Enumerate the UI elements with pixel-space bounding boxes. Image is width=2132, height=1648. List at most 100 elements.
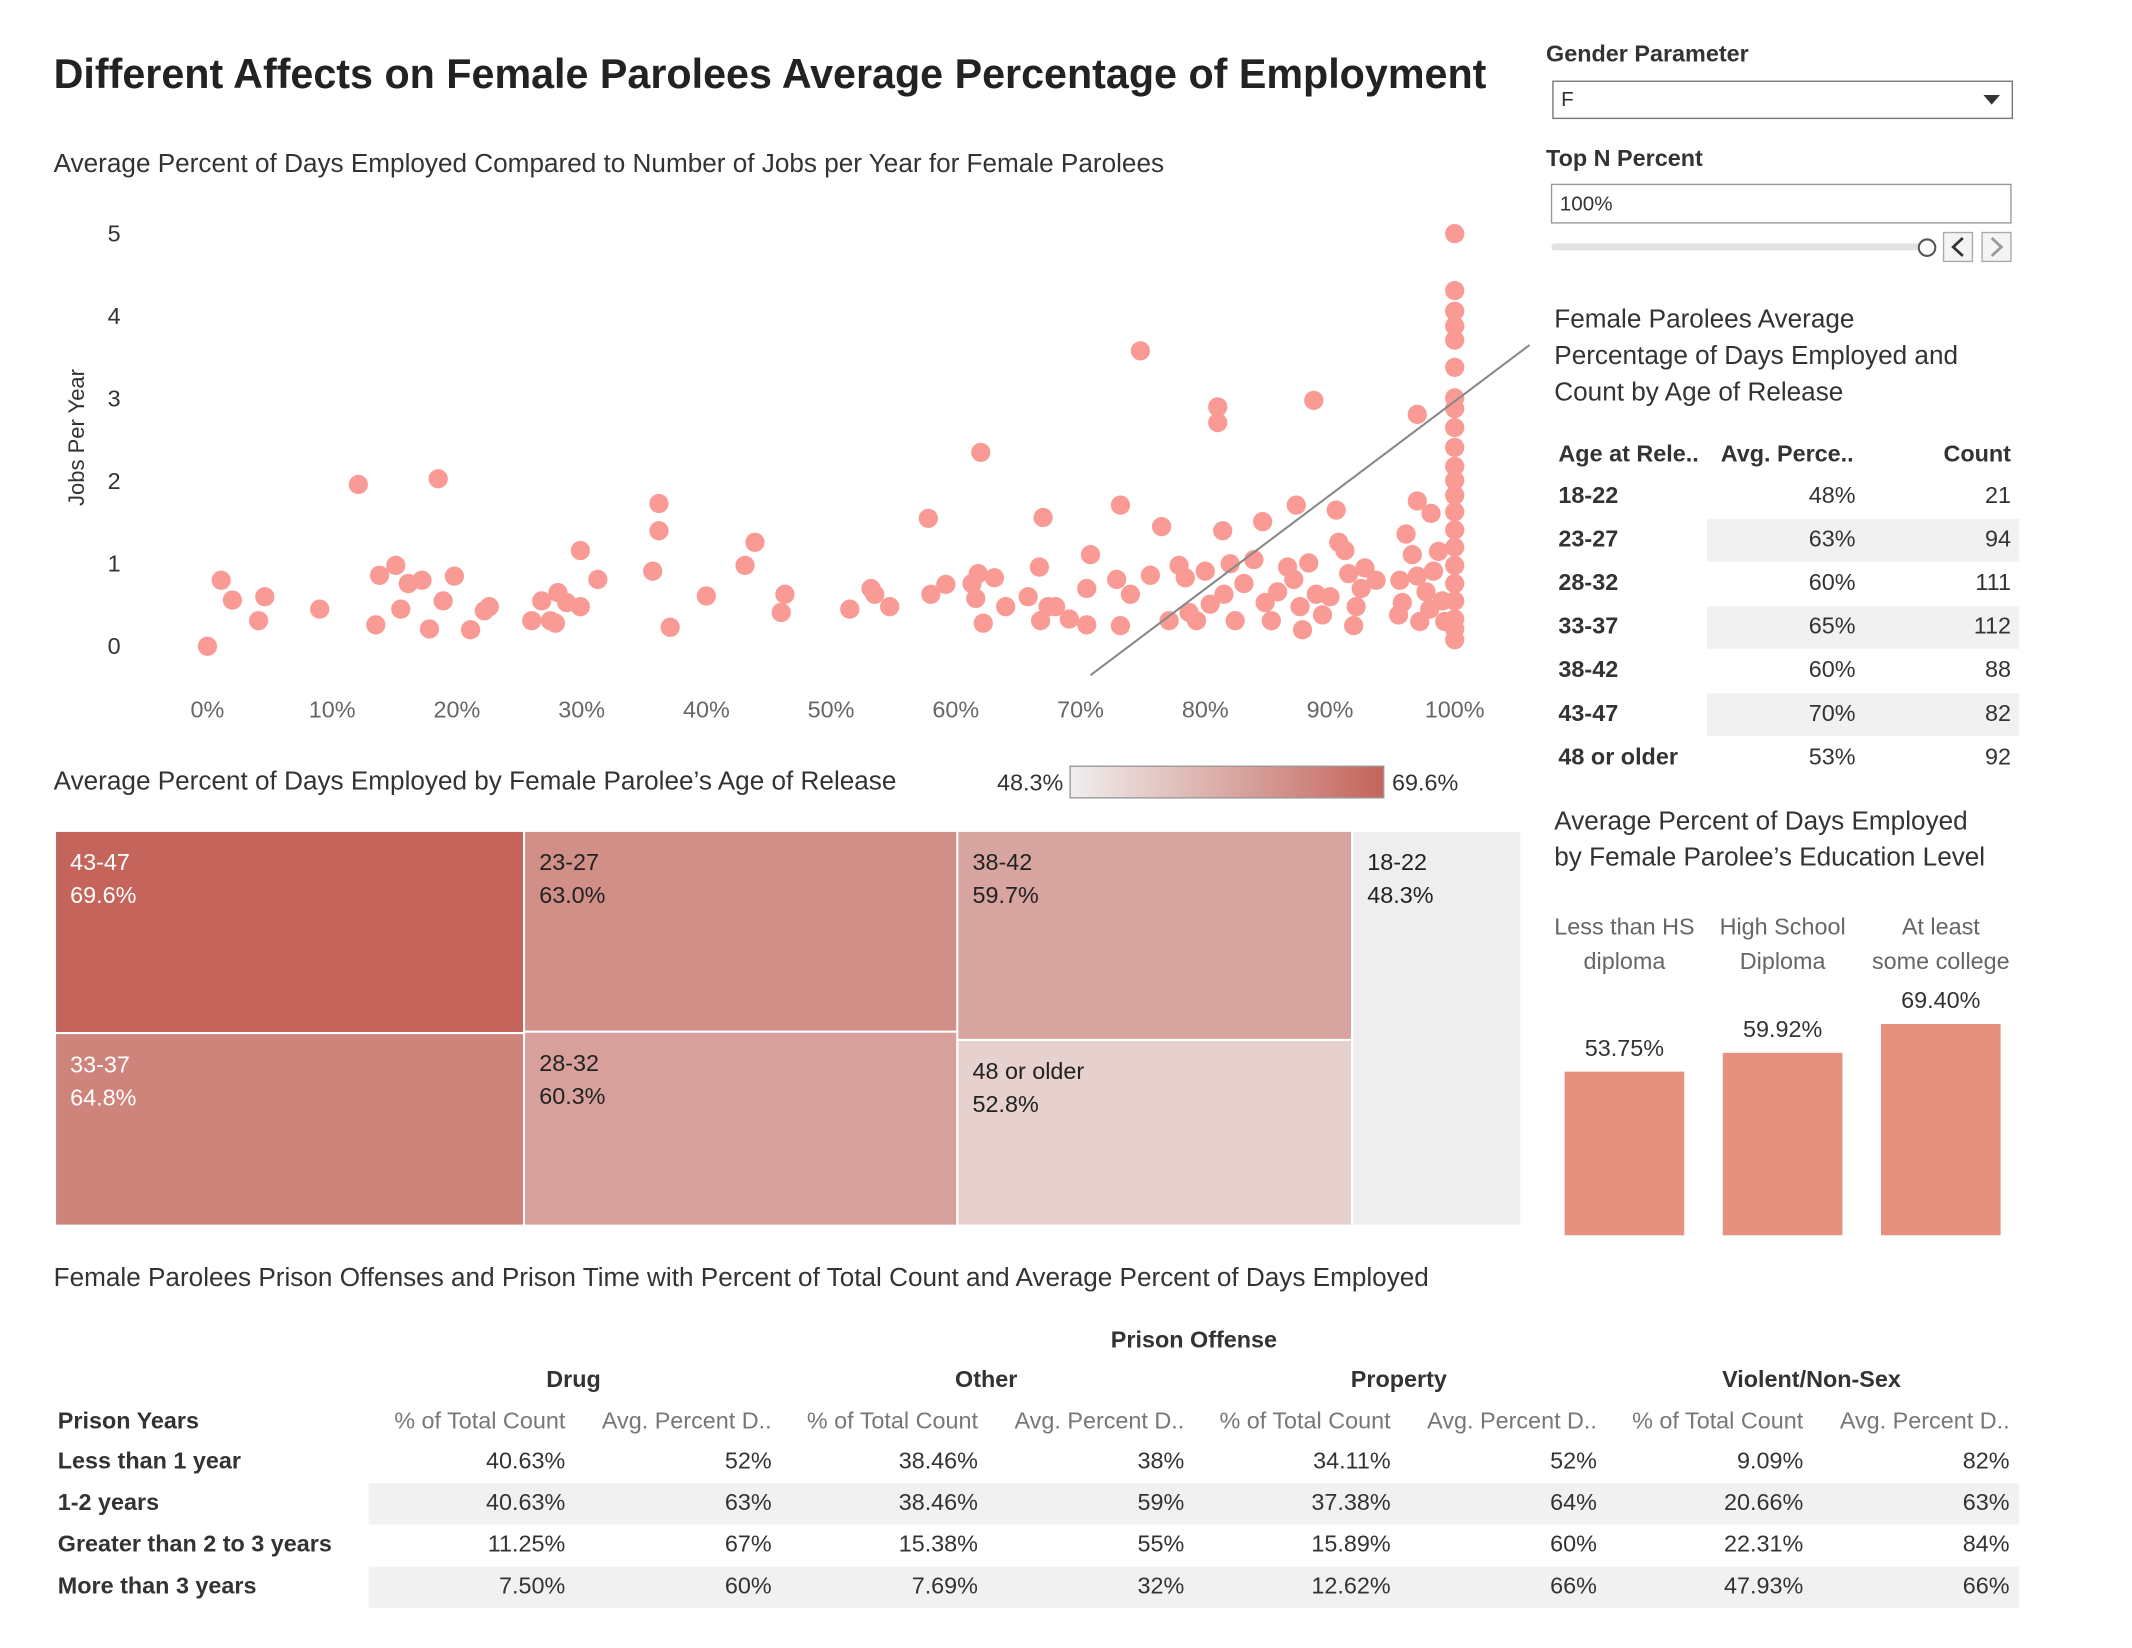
table-cell: 60% [1809,569,1856,595]
point [771,602,791,623]
chevron-left[interactable] [1951,237,1964,257]
point [1407,491,1427,511]
table-cell: 82 [1985,700,2011,726]
treemap-cell[interactable] [1351,829,1523,1227]
table-cell: 11.25% [488,1531,566,1557]
table-cell: 12.62% [1311,1572,1390,1598]
point [1351,578,1371,599]
row-label: 48 or older [1558,743,1678,769]
chevron-right[interactable] [1990,237,2004,257]
treemap-cell[interactable] [523,829,959,1033]
x-tick-label: 0% [191,696,225,722]
treemap-cell[interactable] [956,829,1354,1041]
x-tick-label: At least [1902,914,1980,940]
point [570,540,591,561]
table-cell: 60% [725,1572,772,1598]
table-cell: 53% [1809,743,1856,769]
bar[interactable] [1880,1023,2001,1236]
point [1290,597,1310,617]
row-band [368,1483,2020,1525]
point [1392,592,1412,613]
point [1366,570,1386,590]
table-cell: 60% [1550,1531,1597,1557]
point [1445,280,1465,301]
row-label: 1-2 years [58,1489,159,1515]
column-header: Age at Rele.. [1558,441,1698,467]
x-tick-label: 70% [1057,696,1104,722]
table-cell: 60% [1809,656,1856,682]
treemap-cell[interactable] [956,1038,1354,1227]
column-header: Avg. Perce.. [1721,441,1854,467]
row-header: Prison Years [58,1408,199,1434]
table-cell: 21 [1985,482,2011,508]
gender-dropdown[interactable] [1552,80,2014,120]
dropdown-arrow[interactable] [1983,94,2000,105]
slider-next[interactable] [1981,231,2012,263]
slider-prev[interactable] [1942,231,1974,263]
x-tick-label: High School [1720,914,1846,940]
point [1320,587,1340,607]
cell-value: 63.0% [539,882,605,908]
trend-line [1089,344,1531,676]
color-legend-max: 69.6% [1392,769,1458,795]
table-cell: 9.09% [1737,1447,1803,1473]
point [1292,620,1313,640]
point [966,588,986,609]
point [1059,609,1079,629]
treemap-cell[interactable] [523,1030,959,1227]
x-tick-label: 10% [309,696,356,722]
x-tick-label: 30% [558,696,605,722]
bar[interactable] [1564,1071,1685,1236]
color-legend [1069,765,1385,799]
bar[interactable] [1722,1052,1843,1236]
table-cell: 112 [1974,613,2011,639]
point [1423,561,1444,581]
point [1312,605,1333,625]
point [248,611,269,631]
point [1326,500,1346,520]
point [1355,558,1375,578]
point [1140,565,1160,585]
table-cell: 94 [1985,525,2011,551]
row-label: 38-42 [1558,656,1618,682]
point [840,599,860,619]
group-header: Other [955,1366,1017,1392]
point [1402,545,1422,565]
row-label: 18-22 [1558,482,1618,508]
column-header: % of Total Count [1220,1408,1392,1434]
point [366,615,386,635]
point [936,574,956,595]
point [428,469,448,489]
column-header: % of Total Count [1632,1408,1804,1434]
y-axis-label: Jobs Per Year [64,369,89,506]
value-label: 59.92% [1743,1016,1822,1042]
table-cell: 20.66% [1724,1489,1803,1515]
dashboard-title: Different Affects on Female Parolees Ave… [54,51,1487,97]
table-title: Female Parolees Prison Offenses and Pris… [54,1262,1429,1292]
point [1445,485,1465,505]
column-header: Avg. Percent D.. [1015,1408,1185,1434]
y-tick-label: 5 [108,220,121,246]
column-group-header: Prison Offense [1111,1326,1277,1352]
point [369,565,390,585]
table-cell: 7.69% [912,1572,978,1598]
topn-label: Top N Percent [1546,145,1703,171]
point [1445,330,1465,350]
treemap-cell[interactable] [53,1032,526,1227]
point [1445,520,1465,540]
treemap-cell[interactable] [53,829,526,1035]
table-title: Female Parolees Average [1554,303,1854,333]
table-cell: 15.89% [1311,1531,1390,1557]
topn-input[interactable] [1550,183,2012,224]
point [968,564,988,584]
point [255,587,275,607]
slider-handle[interactable] [1917,238,1937,257]
point [1018,587,1038,607]
point [1110,495,1131,515]
column-header: Avg. Percent D.. [1427,1408,1597,1434]
point [1110,616,1131,636]
x-tick-label: 50% [808,696,855,722]
table-cell: 55% [1137,1531,1184,1557]
point [588,569,608,590]
row-label: Less than 1 year [58,1447,241,1473]
